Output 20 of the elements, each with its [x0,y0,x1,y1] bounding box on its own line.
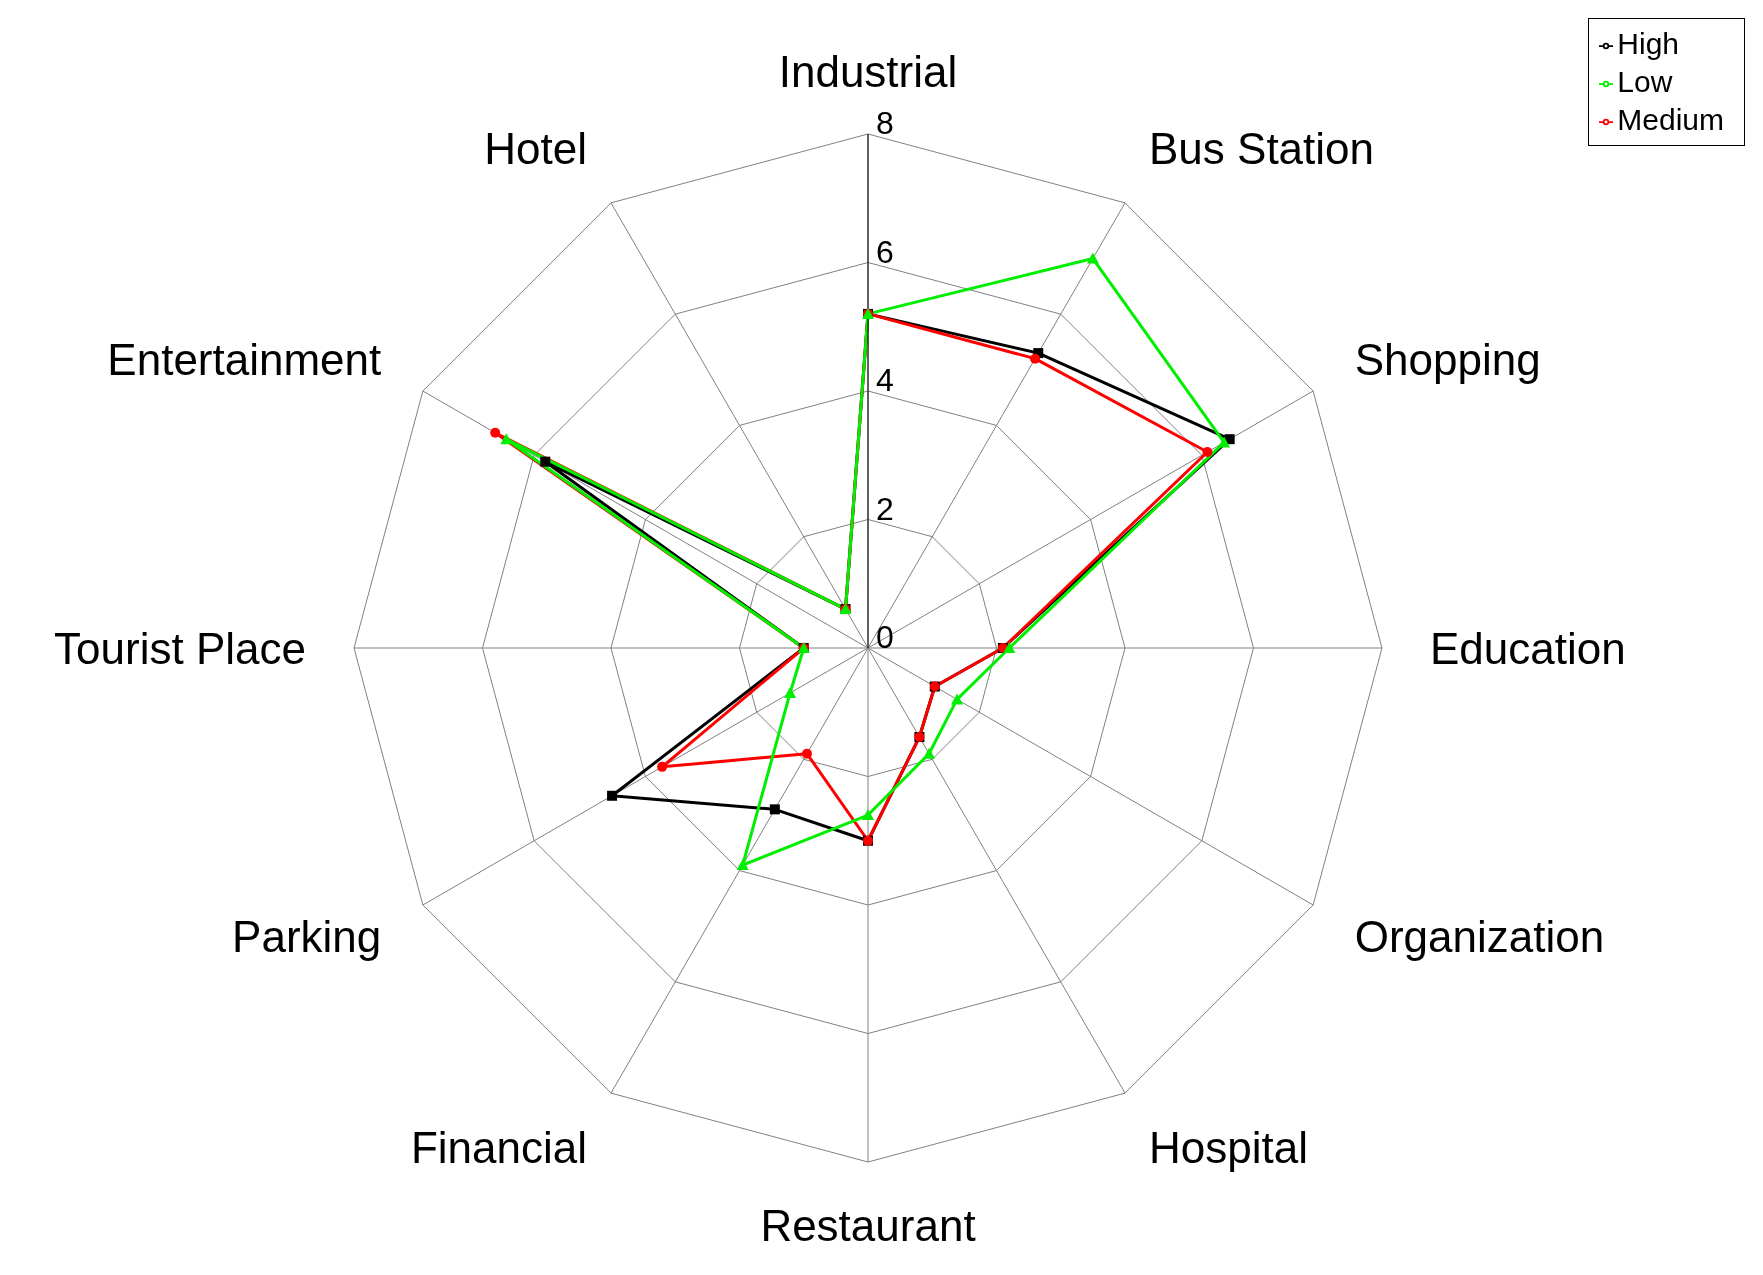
y-tick-label: 8 [876,105,894,141]
spoke-label: Industrial [778,46,958,96]
spoke-label: Parking [232,912,382,961]
spoke-label: Education [1430,623,1626,673]
spoke-label: Shopping [1354,335,1541,384]
y-tick-label: 6 [876,233,894,270]
spoke-label: Financial [410,1123,587,1173]
legend-label: Medium [1617,103,1724,136]
spoke-label: Hotel [484,123,587,173]
spoke-label: Bus Station [1149,123,1375,173]
legend-label: High [1617,27,1679,60]
spoke-label: Hospital [1149,1123,1308,1173]
legend-label: Low [1617,65,1673,98]
spoke-label: Tourist Place [54,623,306,673]
y-tick-label: 0 [876,619,894,655]
spoke-label: Entertainment [107,335,382,384]
spoke-label: Restaurant [760,1200,976,1250]
y-tick-label: 4 [876,362,894,398]
y-tick-label: 2 [876,490,894,527]
spoke-label: Organization [1354,912,1605,961]
